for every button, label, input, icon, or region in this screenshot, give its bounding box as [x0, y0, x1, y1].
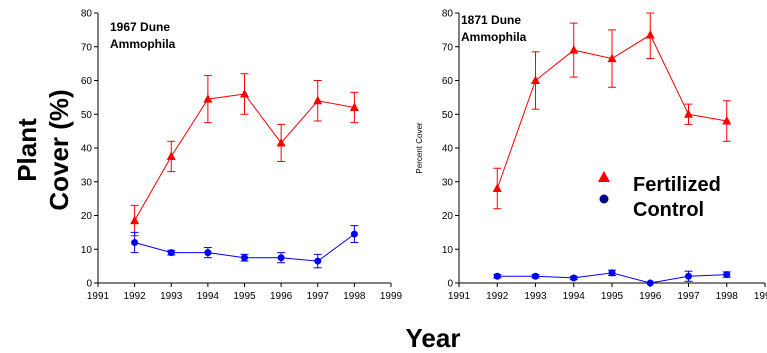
panel-title-line2: Ammophila: [110, 37, 176, 51]
x-tick-label: 1991: [87, 291, 110, 302]
chart-panel-1871-dune: 1871 Dune Ammophila Percent Cover 0 10 20 3…: [415, 9, 767, 303]
data-point-control: [608, 269, 616, 277]
data-point-fertilized: [349, 102, 359, 111]
y-tick-label: 80: [81, 9, 93, 20]
data-point-fertilized: [203, 94, 213, 103]
legend: Fertilized Control: [598, 171, 721, 221]
x-tick-label: 1996: [639, 291, 662, 302]
panel-title-line2: Ammophila: [461, 30, 527, 44]
x-tick-label: 1995: [233, 291, 256, 302]
data-point-fertilized: [276, 137, 286, 147]
data-point-control: [646, 279, 654, 287]
x-tick-label: 1994: [197, 291, 220, 302]
figure-ylabel-line2: Cover (%): [44, 89, 74, 210]
y-tick-label: 40: [81, 144, 93, 155]
data-point-fertilized: [166, 151, 176, 160]
data-point-fertilized: [645, 29, 655, 39]
data-point-fertilized: [684, 109, 693, 118]
x-tick-label: 1992: [124, 291, 147, 302]
y-tick-label: 20: [81, 211, 93, 222]
x-tick-label: 1999: [380, 291, 403, 302]
x-tick-label: 1993: [524, 291, 547, 302]
data-point-control: [204, 249, 212, 257]
x-tick-label: 1994: [563, 291, 586, 302]
data-point-fertilized: [569, 45, 579, 54]
data-point-control: [277, 254, 285, 262]
y-tick-label: 70: [442, 42, 454, 53]
blue-circle-icon: [599, 194, 609, 204]
panel-title-line1: 1871 Dune: [461, 13, 521, 27]
data-point-fertilized: [240, 89, 249, 98]
x-tick-label: 1993: [160, 291, 183, 302]
y-tick-label: 50: [81, 110, 93, 121]
y-tick-label: 80: [442, 9, 454, 20]
data-point-control: [241, 254, 248, 262]
y-tick-label: 70: [81, 42, 93, 53]
x-tick-label: 1996: [270, 291, 293, 302]
panel-ylabel: Percent Cover: [415, 122, 424, 173]
y-tick-label: 60: [81, 76, 93, 87]
data-point-fertilized: [492, 183, 502, 192]
data-point-fertilized: [313, 95, 323, 105]
data-point-fertilized: [607, 53, 617, 63]
figure-ylabel-line1: Plant: [12, 118, 42, 182]
data-point-control: [723, 271, 731, 279]
x-tick-label: 1997: [307, 291, 330, 302]
chart-panel-1967-dune: 1967 Dune Ammophila 0 10 20 30 40 50 60 70 80 199…: [81, 9, 403, 303]
y-tick-label: 30: [442, 177, 454, 188]
x-tick-label: 1998: [343, 291, 366, 302]
data-point-control: [350, 230, 358, 238]
data-point-control: [570, 274, 578, 282]
y-tick-label: 20: [442, 211, 454, 222]
x-tick-label: 1995: [601, 291, 624, 302]
data-point-control: [131, 239, 139, 246]
x-tick-label: 1991: [448, 291, 471, 302]
x-tick-label: 1997: [677, 291, 700, 302]
data-point-fertilized: [130, 215, 140, 225]
red-triangle-icon: [598, 171, 610, 182]
x-tick-label: 1999: [754, 291, 767, 302]
y-tick-label: 30: [81, 177, 93, 188]
data-point-control: [532, 272, 539, 280]
data-point-control: [493, 272, 501, 280]
data-point-fertilized: [531, 75, 540, 84]
y-tick-label: 0: [86, 279, 92, 290]
y-tick-label: 60: [442, 76, 454, 87]
y-tick-label: 10: [81, 245, 93, 256]
y-tick-label: 0: [447, 279, 453, 290]
panel-title-line1: 1967 Dune: [110, 20, 170, 34]
data-point-fertilized: [722, 116, 732, 125]
legend-label-fertilized: Fertilized: [633, 174, 721, 196]
x-tick-label: 1998: [716, 291, 739, 302]
y-tick-label: 10: [442, 245, 454, 256]
y-tick-label: 40: [442, 144, 454, 155]
figure-xlabel: Year: [406, 323, 461, 353]
legend-label-control: Control: [633, 199, 704, 221]
data-point-control: [685, 272, 692, 280]
data-point-control: [314, 257, 322, 265]
data-point-control: [167, 249, 175, 257]
x-tick-label: 1992: [486, 291, 509, 302]
y-tick-label: 50: [442, 110, 454, 121]
